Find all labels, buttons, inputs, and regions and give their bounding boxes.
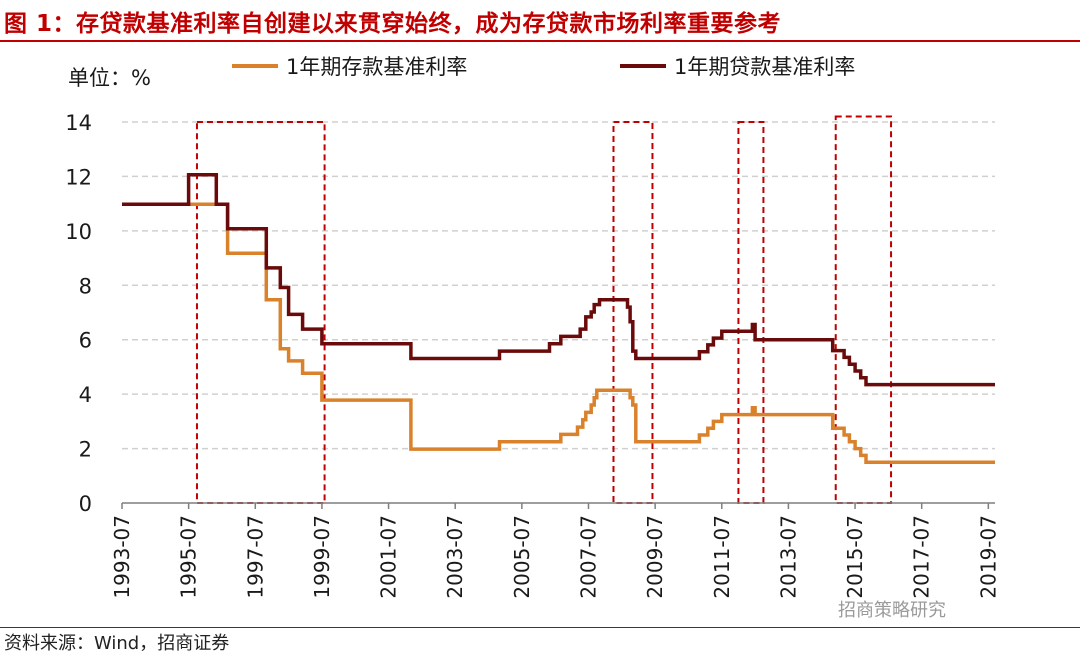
highlight-boxes — [195, 115, 893, 505]
y-axis-unit-label: 单位：% — [68, 66, 151, 90]
y-tick-label: 0 — [79, 492, 92, 516]
y-tick-label: 6 — [79, 329, 92, 353]
y-tick-label: 2 — [79, 438, 92, 462]
y-tick-label: 12 — [65, 165, 92, 189]
rate-chart: 0 2 4 6 8 10 12 14 1993-07 1995-07 1997-07 1999-07 2… — [65, 55, 1000, 599]
highlight-box-3 — [737, 121, 765, 504]
y-tick-label: 4 — [79, 383, 92, 407]
x-tick-label: 1997-07 — [243, 515, 267, 599]
highlight-box-2 — [612, 121, 654, 504]
x-tick-label: 2001-07 — [377, 515, 401, 599]
x-tick-label: 2015-07 — [843, 515, 867, 599]
legend-label-2: 1年期贷款基准利率 — [674, 55, 855, 79]
title-divider — [0, 40, 1080, 42]
x-tick-label: 2005-07 — [510, 515, 534, 599]
legend: 1年期存款基准利率 1年期贷款基准利率 — [232, 55, 855, 79]
grid-lines — [122, 121, 995, 450]
y-tick-label: 10 — [65, 220, 92, 244]
x-tick-label: 1995-07 — [177, 515, 201, 599]
x-tick-label: 1993-07 — [110, 515, 134, 599]
x-tick-label: 2003-07 — [443, 515, 467, 599]
x-tick-label: 2009-07 — [643, 515, 667, 599]
series-lines — [122, 173, 995, 464]
y-tick-label: 8 — [79, 274, 92, 298]
y-tick-label: 14 — [65, 111, 92, 135]
x-tick-label: 2007-07 — [576, 515, 600, 599]
legend-label-1: 1年期存款基准利率 — [286, 55, 467, 79]
x-tick-label: 2013-07 — [776, 515, 800, 599]
x-tick-label: 2017-07 — [910, 515, 934, 599]
footer-divider — [0, 627, 1080, 628]
source-note: 资料来源：Wind，招商证券 — [4, 633, 230, 654]
axes: 0 2 4 6 8 10 12 14 1993-07 1995-07 1997-07 1999-07 2… — [65, 111, 1000, 599]
loan-rate-line — [122, 173, 995, 387]
watermark: 招商策略研究 — [838, 600, 946, 621]
x-tick-label: 2011-07 — [710, 515, 734, 599]
chart-title: 图 1：存贷款基准利率自创建以来贯穿始终，成为存贷款市场利率重要参考 — [4, 11, 782, 37]
highlight-box-4 — [834, 115, 893, 505]
deposit-rate-line — [122, 202, 995, 464]
x-tick-label: 2019-07 — [976, 515, 1000, 599]
x-tick-label: 1999-07 — [310, 515, 334, 599]
